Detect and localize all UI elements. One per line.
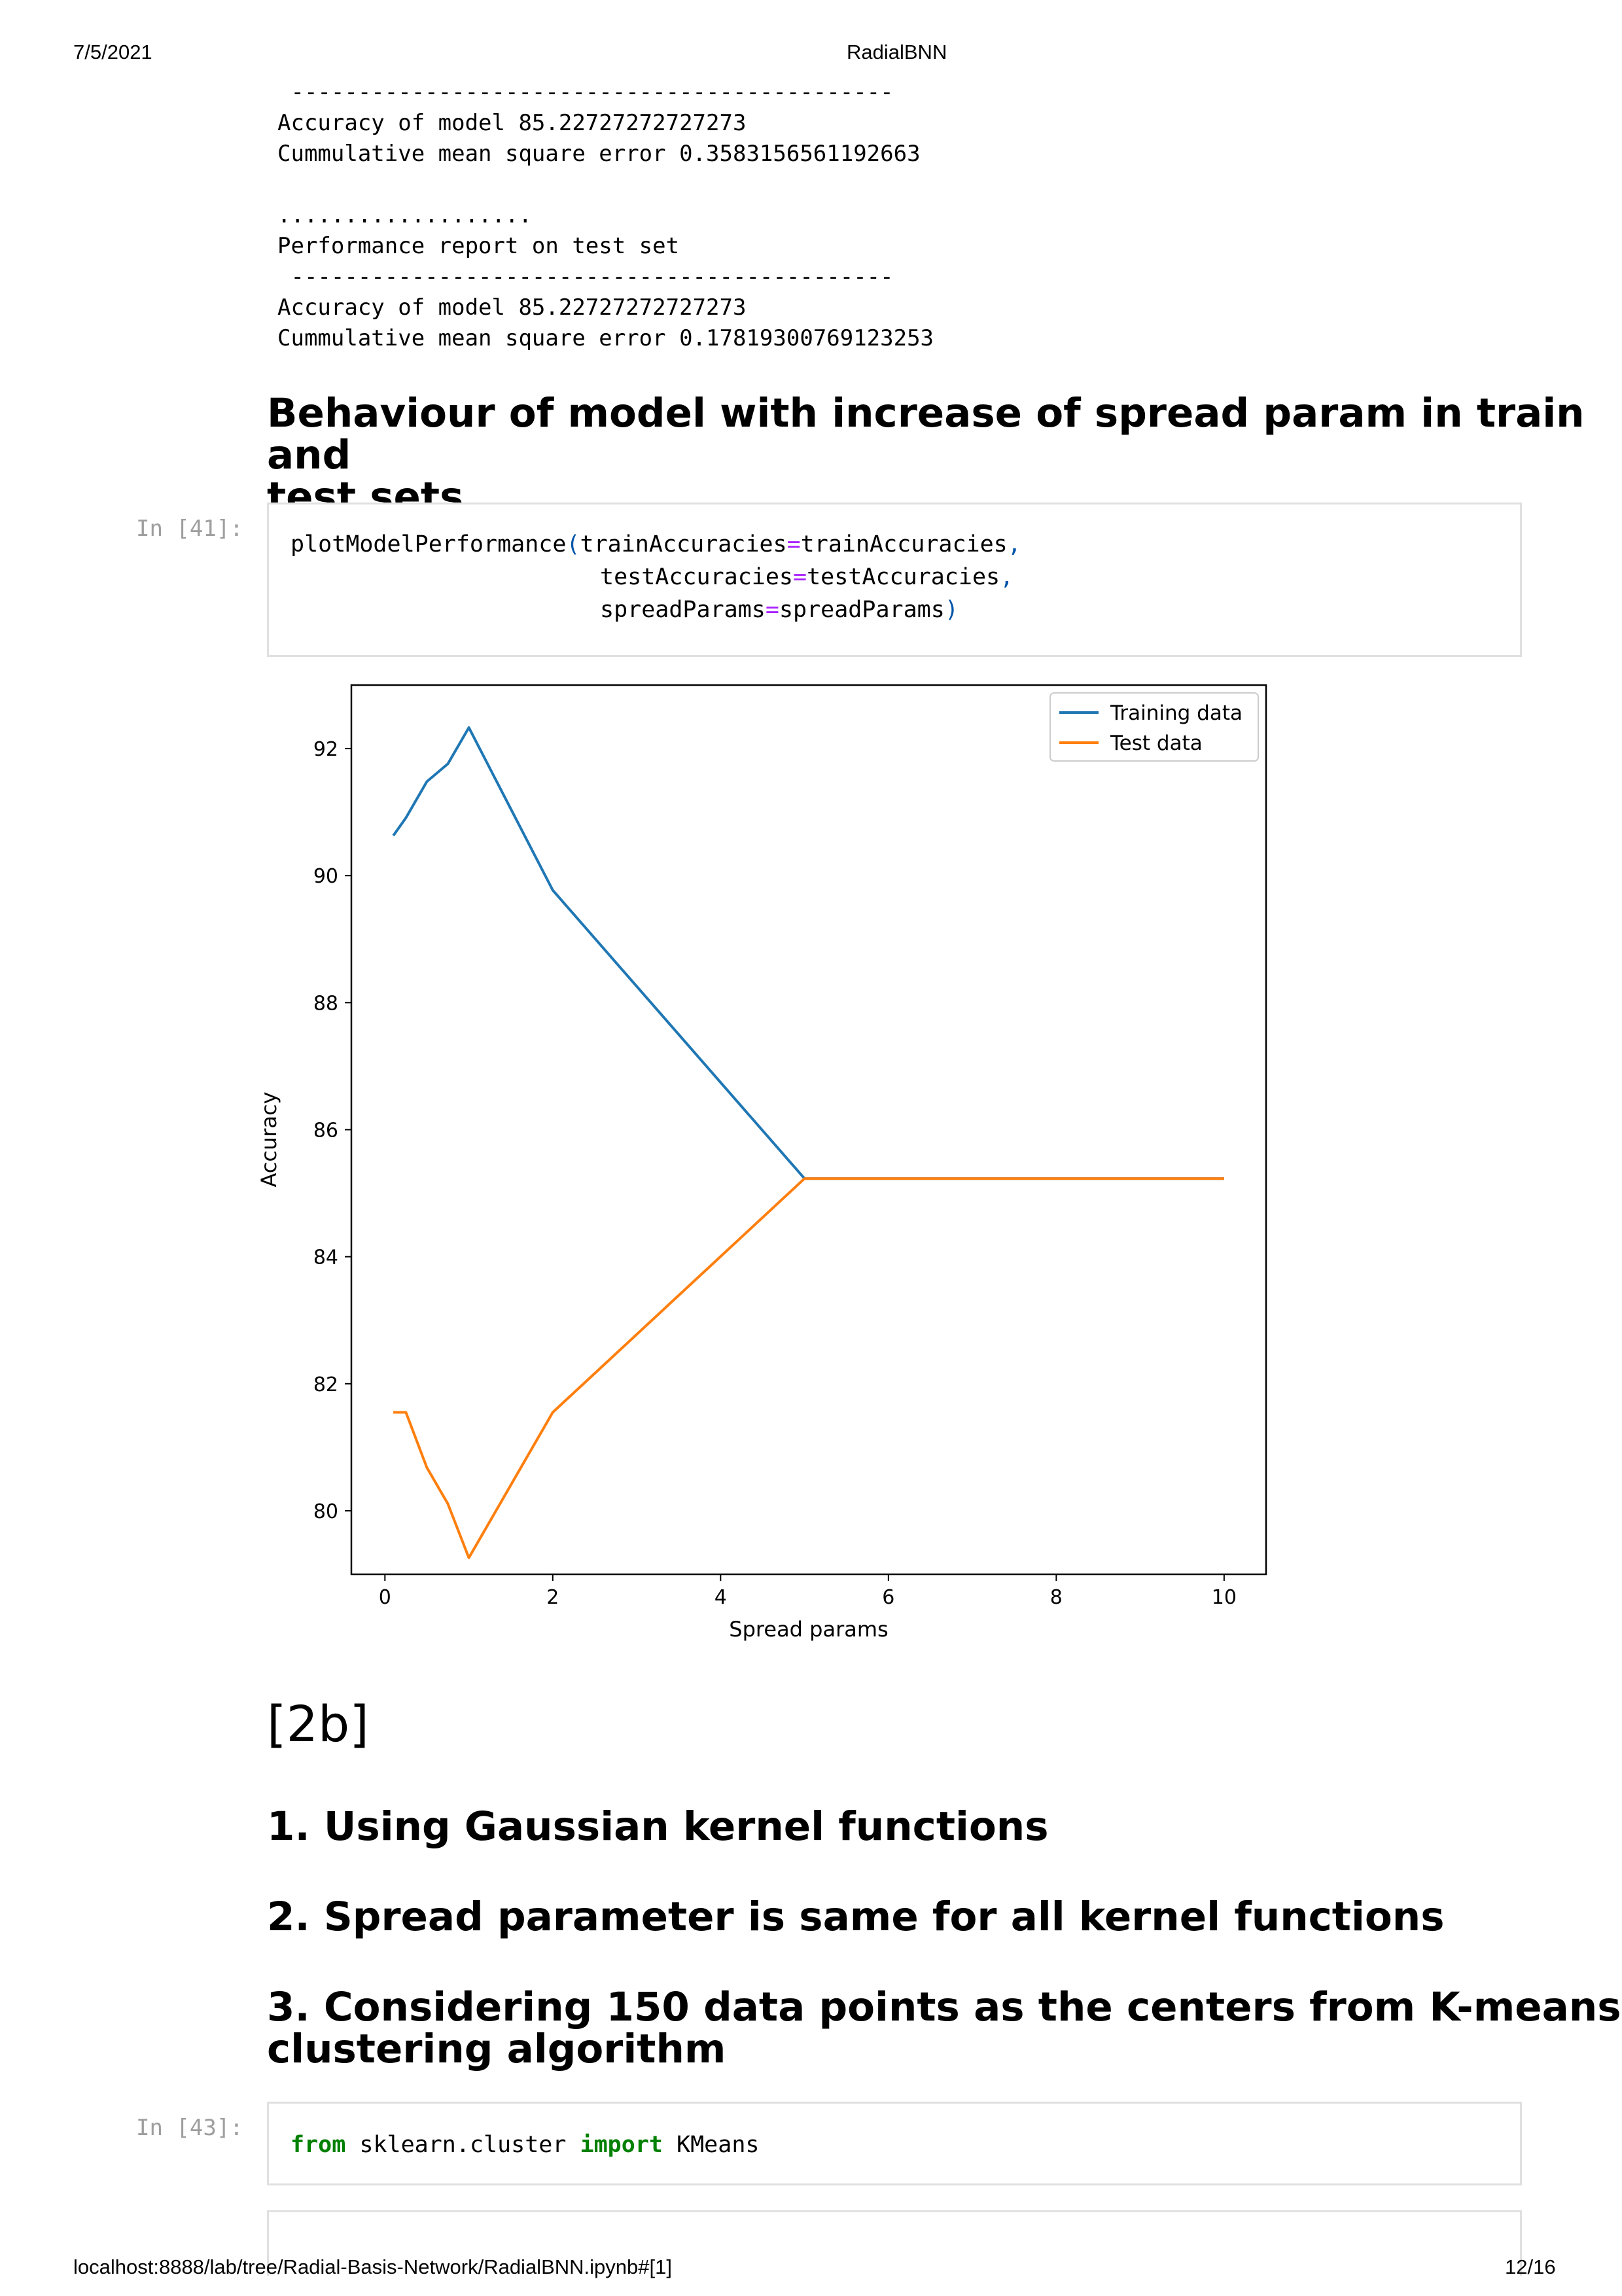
output-mse: Cummulative mean square error 0.35831565… (277, 141, 921, 167)
close-paren: ) (944, 597, 959, 623)
y-tick-label: 90 (313, 865, 338, 888)
legend-box (1049, 692, 1259, 762)
cell-prompt-43: In [43]: (136, 2115, 243, 2141)
eq-3: = (765, 597, 779, 623)
open-paren: ( (566, 531, 580, 557)
code-line-1: plotModelPerformance(trainAccuracies=tra… (291, 528, 1021, 561)
x-tick-label: 8 (1050, 1586, 1063, 1609)
code-line-3: spreadParams=spreadParams) (600, 593, 959, 626)
output-test-heading: Performance report on test set (277, 233, 680, 259)
code-cell-43[interactable]: from sklearn.cluster import KMeans (267, 2102, 1522, 2185)
output-dashes-2: ----------------------------------------… (277, 264, 894, 290)
kw-import: import (580, 2132, 663, 2158)
output-dots: ................... (277, 202, 532, 228)
list-heading-3: 3. Considering 150 data points as the ce… (267, 1987, 1621, 2070)
comma-1: , (1007, 531, 1021, 557)
x-tick-label: 4 (714, 1586, 727, 1609)
code-cell-next[interactable] (267, 2210, 1522, 2276)
list-heading-1: 1. Using Gaussian kernel functions (267, 1803, 1049, 1850)
x-tick-label: 6 (882, 1586, 894, 1609)
kw-from: from (291, 2132, 346, 2158)
output-test-accuracy: Accuracy of model 85.22727272727273 (277, 294, 747, 321)
arg2-name: testAccuracies (600, 564, 794, 590)
accuracy-chart: 0 2 4 6 8 10 80 82 84 86 88 90 92 Spread params Accura… (256, 684, 1267, 1642)
y-tick-label: 82 (313, 1373, 338, 1396)
x-axis-label: Spread params (729, 1617, 888, 1642)
list-heading-2: 2. Spread parameter is same for all kern… (267, 1894, 1445, 1940)
section-heading: Behaviour of model with increase of spre… (267, 393, 1622, 518)
print-url: localhost:8888/lab/tree/Radial-Basis-Net… (73, 2255, 672, 2278)
y-tick-label: 84 (313, 1246, 338, 1269)
output-accuracy: Accuracy of model 85.22727272727273 (277, 110, 747, 136)
y-tick-label: 88 (313, 992, 338, 1015)
fn-name: plotModelPerformance (291, 531, 567, 557)
x-tick-label: 10 (1212, 1586, 1237, 1609)
arg3-name: spreadParams (600, 597, 766, 623)
import-name: KMeans (662, 2132, 760, 2158)
list-heading-3-line-2: clustering algorithm (267, 2026, 726, 2072)
cell-prompt-41: In [41]: (136, 516, 243, 542)
plot-frame (350, 684, 1267, 1576)
eq-1: = (786, 531, 801, 557)
y-tick-label: 80 (313, 1500, 338, 1523)
x-tick-label: 0 (379, 1586, 391, 1609)
y-tick-label: 86 (313, 1120, 338, 1142)
code-line-import: from sklearn.cluster import KMeans (291, 2128, 759, 2161)
y-axis-label: Accuracy (256, 1091, 281, 1187)
heading-2b: [2b] (267, 1695, 369, 1753)
section-heading-line-1: Behaviour of model with increase of spre… (267, 390, 1585, 478)
arg3-val: spreadParams (779, 597, 945, 623)
print-title: RadialBNN (847, 41, 947, 63)
x-tick-label: 2 (546, 1586, 559, 1609)
legend-label: Training data (1110, 701, 1243, 725)
series-line-test (393, 1177, 1224, 1559)
output-dashes: ----------------------------------------… (277, 79, 894, 105)
arg1-val: trainAccuracies (800, 531, 1008, 557)
code-line-2: testAccuracies=testAccuracies, (600, 561, 1014, 593)
module-name: sklearn.cluster (345, 2132, 580, 2158)
print-page-number: 12/16 (1505, 2255, 1556, 2278)
print-date: 7/5/2021 (73, 41, 152, 63)
comma-2: , (1000, 564, 1014, 590)
output-test-mse: Cummulative mean square error 0.17819300… (277, 325, 934, 351)
arg1-name: trainAccuracies (580, 531, 787, 557)
y-tick-label: 92 (313, 738, 338, 761)
code-cell-41[interactable]: plotModelPerformance(trainAccuracies=tra… (267, 503, 1522, 657)
eq-2: = (793, 564, 807, 590)
list-heading-3-line-1: 3. Considering 150 data points as the ce… (267, 1984, 1621, 2030)
arg2-val: testAccuracies (807, 564, 1000, 590)
legend-label: Test data (1110, 732, 1203, 755)
